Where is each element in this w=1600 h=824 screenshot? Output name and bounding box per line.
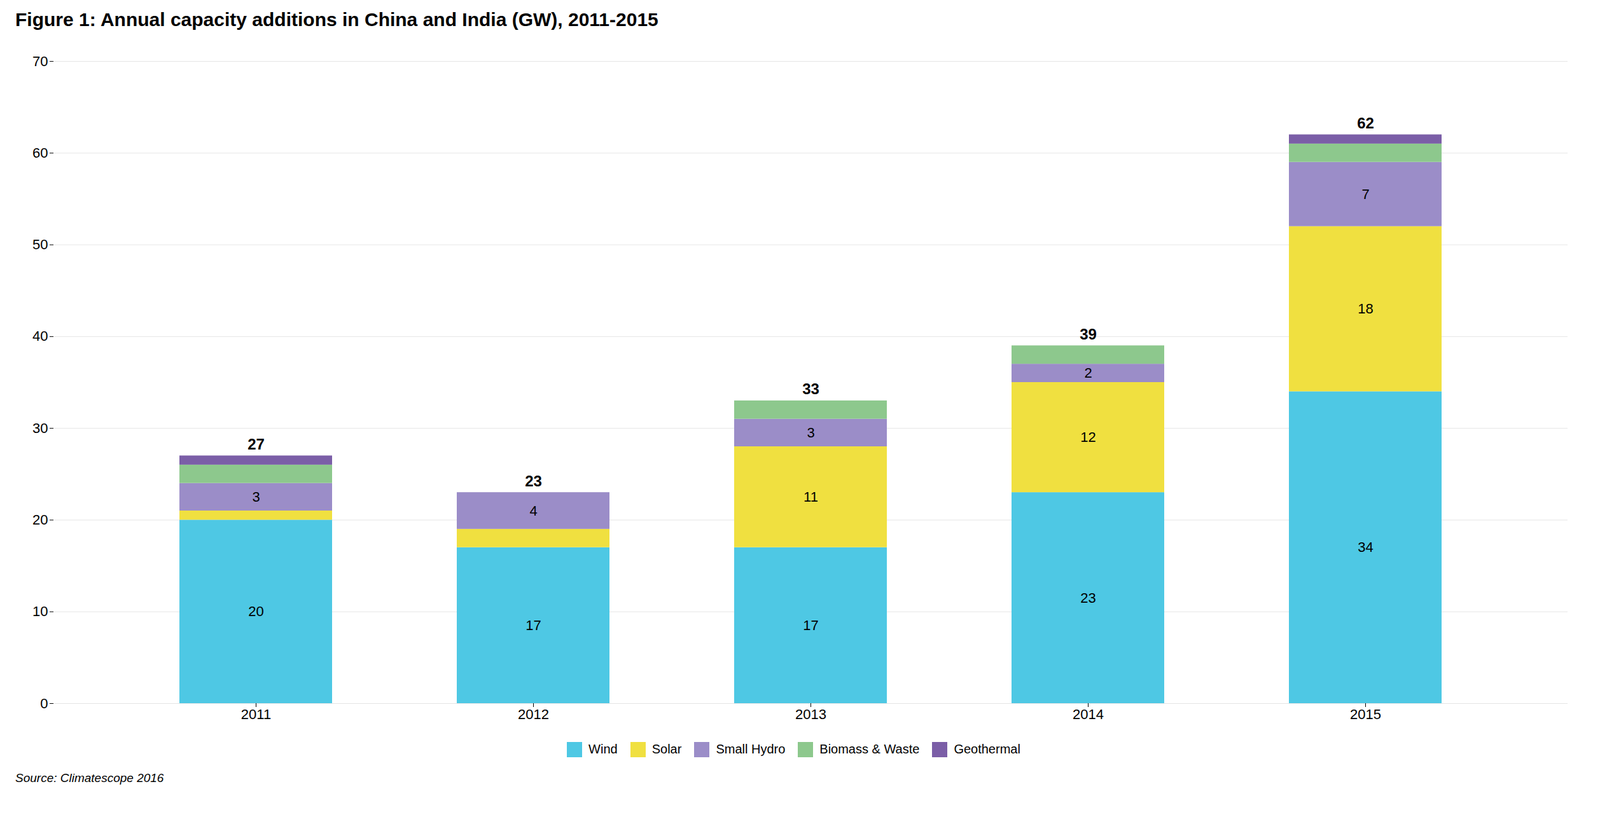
- svg-text:23: 23: [524, 472, 543, 490]
- svg-text:62: 62: [1356, 114, 1375, 132]
- svg-text:7: 7: [1361, 186, 1370, 203]
- svg-text:2013: 2013: [795, 706, 827, 723]
- svg-text:34: 34: [1357, 539, 1373, 556]
- svg-text:12: 12: [1080, 429, 1096, 446]
- svg-text:2014: 2014: [1072, 706, 1104, 723]
- html-text:Small Hydro: Small Hydro: [715, 742, 786, 757]
- svg-text:20: 20: [32, 512, 48, 529]
- svg-text:27: 27: [247, 435, 265, 453]
- svg-text:39: 39: [1079, 325, 1097, 343]
- svg-text:17: 17: [525, 617, 541, 634]
- html-text:Wind: Wind: [588, 742, 618, 757]
- svg-text:2012: 2012: [517, 706, 550, 723]
- svg-text:50: 50: [32, 236, 48, 253]
- svg-text:11: 11: [803, 489, 819, 506]
- html-text:Biomass & Waste: Biomass & Waste: [819, 742, 920, 757]
- svg-text:40: 40: [32, 328, 48, 345]
- svg-text:30: 30: [32, 420, 48, 437]
- svg-text:2015: 2015: [1349, 706, 1382, 723]
- svg-text:17: 17: [802, 617, 819, 634]
- html-text:Source: Climatescope 2016: Source: Climatescope 2016: [15, 771, 164, 786]
- svg-text:70: 70: [32, 53, 48, 70]
- svg-text:33: 33: [802, 380, 820, 398]
- svg-text:4: 4: [529, 503, 537, 520]
- svg-text:3: 3: [251, 489, 260, 506]
- svg-text:10: 10: [32, 603, 48, 620]
- html-text:Geothermal: Geothermal: [953, 742, 1021, 757]
- svg-text:18: 18: [1357, 300, 1373, 317]
- svg-text:23: 23: [1080, 590, 1096, 607]
- svg-text:3: 3: [806, 424, 815, 441]
- svg-text:2011: 2011: [241, 706, 272, 723]
- svg-text:0: 0: [40, 695, 48, 712]
- html-text:Solar: Solar: [651, 742, 682, 757]
- svg-text:2: 2: [1084, 365, 1092, 382]
- svg-text:20: 20: [248, 603, 264, 620]
- html-text:Figure 1: Annual capacity addi: Figure 1: Annual capacity additions in C…: [15, 8, 659, 30]
- svg-text:60: 60: [32, 145, 48, 161]
